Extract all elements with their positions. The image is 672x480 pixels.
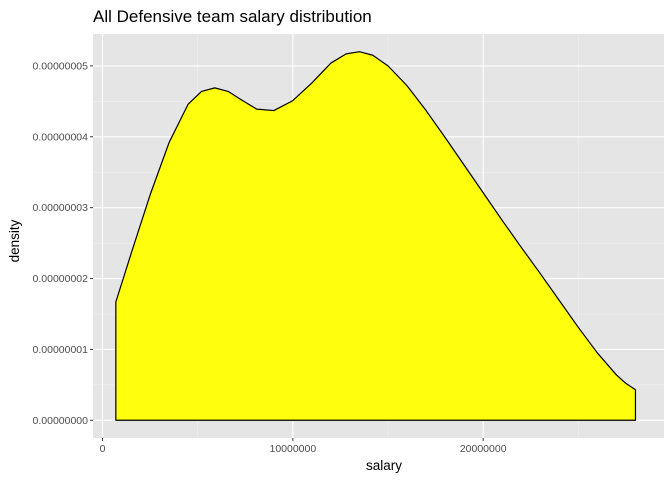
density-area (115, 51, 637, 421)
y-axis: 0.00000000 0.00000001 0.00000002 0.00000003… (33, 60, 93, 427)
y-tick-label: 0.00000000 (33, 415, 89, 427)
x-axis: 0 10000000 20000000 (100, 438, 507, 455)
y-tick-label: 0.00000001 (33, 344, 89, 356)
chart-title: All Defensive team salary distribution (93, 7, 372, 26)
x-tick-label: 10000000 (269, 443, 316, 455)
x-axis-title: salary (366, 458, 402, 473)
y-tick-label: 0.00000004 (33, 131, 89, 143)
y-tick-label: 0.00000002 (33, 273, 89, 285)
y-tick-label: 0.00000003 (33, 202, 89, 214)
y-tick-label: 0.00000005 (33, 60, 89, 72)
y-axis-title: density (7, 219, 22, 262)
x-tick-label: 0 (100, 443, 106, 455)
x-tick-label: 20000000 (460, 443, 507, 455)
